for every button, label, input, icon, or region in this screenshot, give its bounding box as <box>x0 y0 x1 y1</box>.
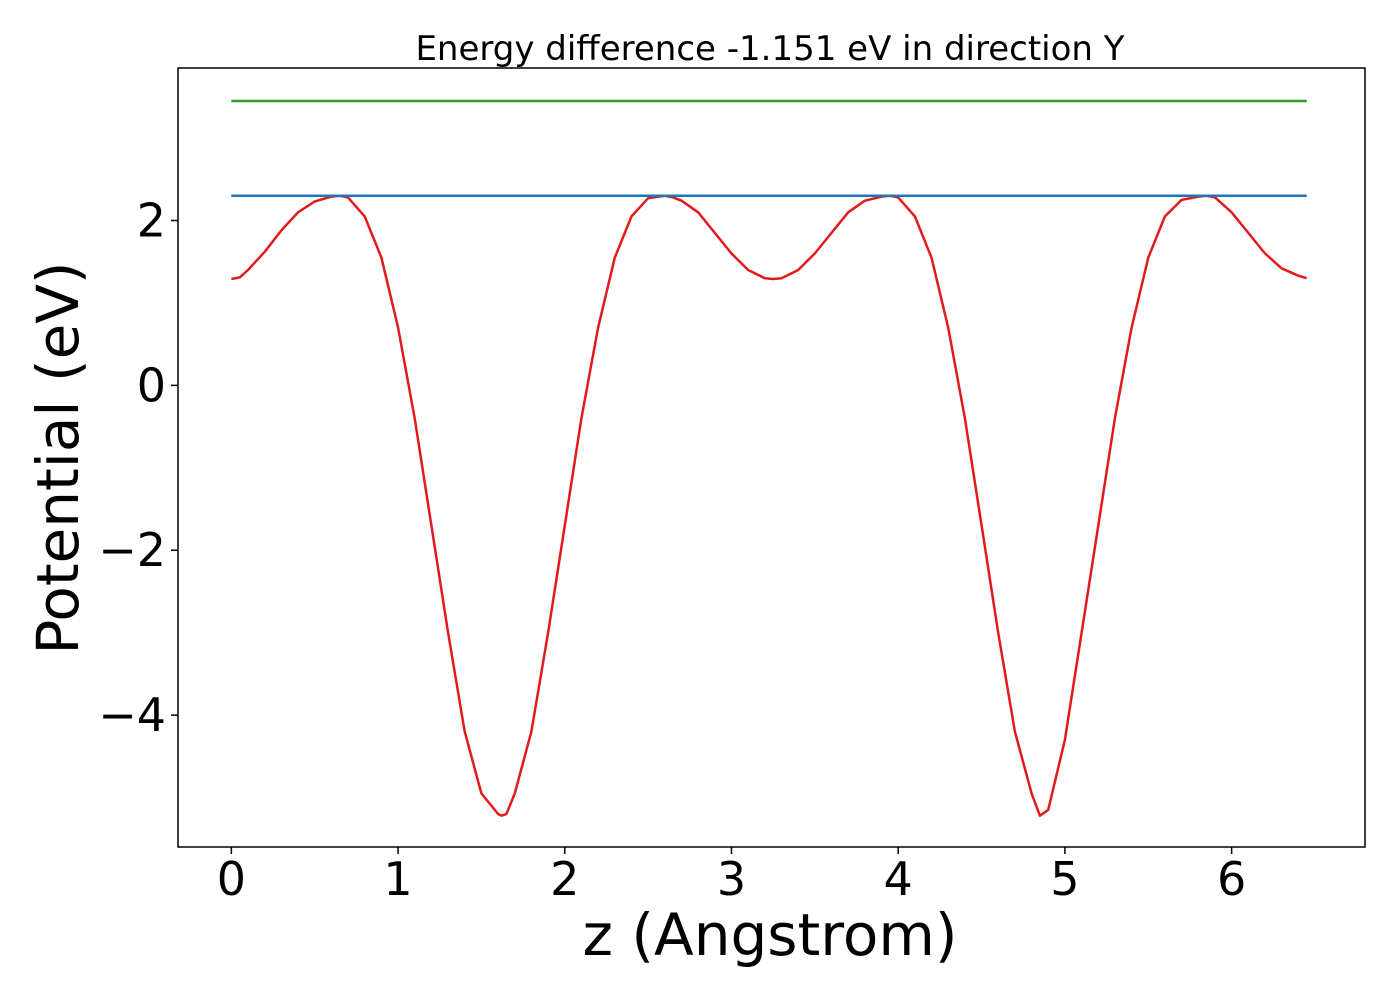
x-tick-label: 2 <box>550 852 579 906</box>
series-line-0 <box>231 194 1308 817</box>
y-tick-label: −4 <box>98 688 166 742</box>
x-tick-label: 6 <box>1217 852 1246 906</box>
x-tick-label: 4 <box>884 852 913 906</box>
y-axis-ticks: 2 0 −2 −4 <box>98 194 178 742</box>
y-tick-label: −2 <box>98 523 166 577</box>
y-tick-label: 0 <box>137 358 166 412</box>
y-tick-label: 2 <box>137 194 166 248</box>
x-axis-label: z (Angstrom) <box>583 901 958 969</box>
chart-title: Energy difference -1.151 eV in direction… <box>415 29 1124 69</box>
y-axis-label: Potential (eV) <box>24 261 92 654</box>
x-tick-label: 5 <box>1050 852 1079 906</box>
x-tick-label: 1 <box>383 852 412 906</box>
plot-frame <box>177 67 1366 848</box>
x-tick-label: 3 <box>717 852 746 906</box>
x-tick-label: 0 <box>217 852 246 906</box>
plot-lines <box>231 99 1308 817</box>
x-axis-ticks: 0 1 2 3 4 5 6 <box>217 847 1246 906</box>
